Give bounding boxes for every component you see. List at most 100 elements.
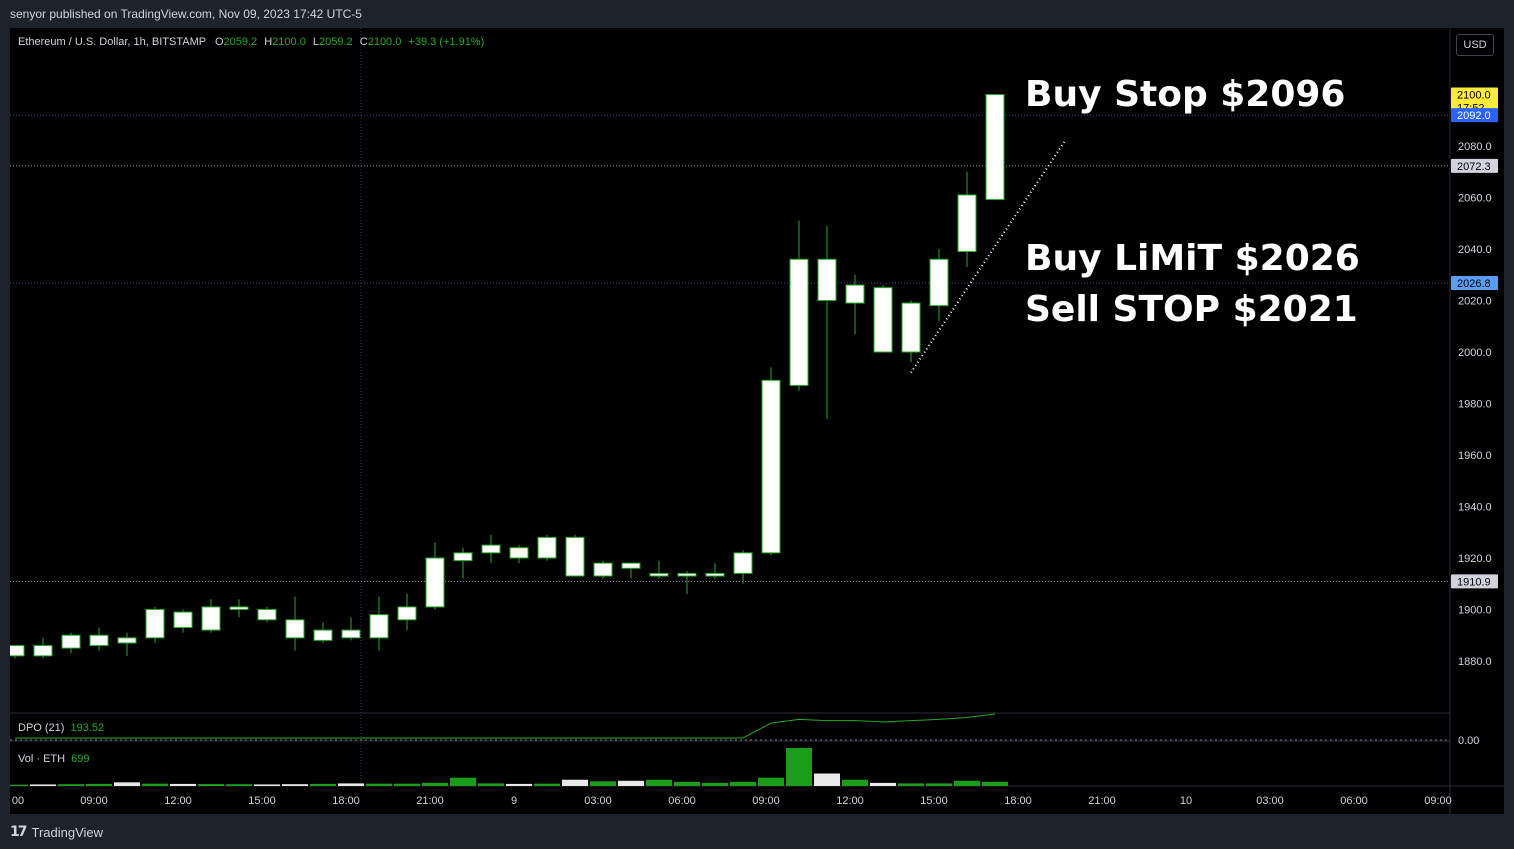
change-value: +39.3 (+1.91%) bbox=[408, 36, 485, 48]
tradingview-logo-icon[interactable]: 17 bbox=[10, 824, 28, 840]
volume-bar bbox=[30, 784, 56, 786]
x-tick-label: 09:00 bbox=[80, 795, 108, 807]
dpo-legend[interactable]: DPO (21) 193.52 bbox=[18, 722, 104, 734]
candle bbox=[369, 614, 389, 639]
candle bbox=[873, 287, 893, 353]
volume-bar bbox=[338, 783, 364, 786]
dpo-label[interactable]: DPO (21) bbox=[18, 722, 65, 734]
volume-bar bbox=[422, 782, 448, 786]
volume-bar bbox=[674, 781, 700, 786]
price-badge-label: 2092.0 bbox=[1457, 110, 1491, 122]
open-label: O bbox=[214, 36, 224, 48]
candle bbox=[593, 562, 613, 577]
volume-bar bbox=[898, 783, 924, 786]
candle bbox=[957, 194, 977, 253]
candle bbox=[61, 634, 81, 649]
volume-bar bbox=[254, 784, 280, 786]
candle bbox=[33, 645, 53, 657]
sell-stop-annotation[interactable]: Sell STOP $2021 bbox=[1025, 289, 1358, 330]
x-tick-label: 12:00 bbox=[836, 795, 864, 807]
price-badge bbox=[1451, 108, 1498, 123]
volume-bar bbox=[842, 779, 868, 786]
brand-name[interactable]: TradingView bbox=[31, 824, 104, 840]
chart-area[interactable]: 0.00 1880.0 1900.0 1920.0 1940.0 1960.0 1980.… bbox=[10, 28, 1504, 814]
symbol-title[interactable]: Ethereum / U.S. Dollar, 1h, BITSTAMP bbox=[18, 36, 206, 48]
published-text: senyor published on TradingView.com, Nov… bbox=[10, 7, 362, 21]
candle bbox=[425, 557, 445, 608]
candle bbox=[649, 572, 669, 577]
volume-bar bbox=[926, 783, 952, 786]
volume-bar bbox=[814, 773, 840, 786]
candle bbox=[901, 302, 921, 353]
volume-bar bbox=[394, 783, 420, 786]
price-badge bbox=[1451, 158, 1498, 173]
volume-legend[interactable]: Vol · ETH 699 bbox=[18, 753, 89, 765]
candle bbox=[705, 572, 725, 577]
volume-bar bbox=[10, 784, 28, 786]
y-tick-label: 2020.0 bbox=[1458, 296, 1492, 308]
candle bbox=[537, 536, 557, 559]
buy-stop-annotation[interactable]: Buy Stop $2096 bbox=[1025, 74, 1346, 115]
candle bbox=[985, 94, 1005, 201]
volume-bar bbox=[618, 780, 644, 786]
price-badge bbox=[1451, 275, 1498, 290]
x-tick-label: 06:00 bbox=[1340, 795, 1368, 807]
candle bbox=[621, 562, 641, 569]
volume-bar bbox=[786, 748, 812, 786]
candle bbox=[285, 619, 305, 639]
candle bbox=[509, 547, 529, 559]
dpo-zero-label: 0.00 bbox=[1458, 735, 1479, 747]
volume-bar bbox=[982, 781, 1008, 786]
volume-bar bbox=[534, 783, 560, 786]
dpo-pane[interactable]: 0.00 bbox=[10, 713, 1479, 747]
volume-bar bbox=[646, 779, 672, 786]
candle bbox=[145, 609, 165, 639]
price-lines-layer bbox=[10, 114, 1450, 582]
y-tick-label: 1940.0 bbox=[1458, 502, 1492, 514]
volume-bar bbox=[226, 784, 252, 786]
volume-bar bbox=[702, 782, 728, 786]
volume-bar bbox=[366, 783, 392, 786]
candle bbox=[341, 629, 361, 639]
candle bbox=[929, 258, 949, 307]
y-tick-label: 2060.0 bbox=[1458, 193, 1492, 205]
price-badge-label: 2026.8 bbox=[1457, 278, 1491, 290]
x-tick-label: 18:00 bbox=[1004, 795, 1032, 807]
x-tick-label: 00 bbox=[12, 795, 24, 807]
price-badge bbox=[1451, 574, 1498, 589]
x-tick-label: 03:00 bbox=[1256, 795, 1284, 807]
low-value: 2059.2 bbox=[319, 36, 353, 48]
candle bbox=[173, 611, 193, 629]
x-tick-label: 18:00 bbox=[332, 795, 360, 807]
candle bbox=[761, 379, 781, 554]
x-tick-label: 21:00 bbox=[1088, 795, 1116, 807]
x-tick-label: 09:00 bbox=[1424, 795, 1452, 807]
y-tick-label: 1900.0 bbox=[1458, 605, 1492, 617]
chart-svg[interactable]: 0.00 1880.0 1900.0 1920.0 1940.0 1960.0 1980.… bbox=[10, 28, 1504, 814]
volume-bar bbox=[954, 780, 980, 786]
candle bbox=[229, 606, 249, 610]
volume-bar bbox=[198, 784, 224, 786]
candle bbox=[453, 552, 473, 562]
volume-label[interactable]: Vol · ETH bbox=[18, 753, 66, 765]
close-value: 2100.0 bbox=[367, 36, 402, 48]
volume-bar bbox=[450, 777, 476, 786]
y-tick-label: 2080.0 bbox=[1458, 141, 1492, 153]
published-header: senyor published on TradingView.com, Nov… bbox=[10, 0, 362, 28]
volume-bar bbox=[562, 779, 588, 786]
symbol-legend[interactable]: Ethereum / U.S. Dollar, 1h, BITSTAMP O 20… bbox=[18, 36, 484, 48]
axes-layer: 1880.0 1900.0 1920.0 1940.0 1960.0 1980.0 2000… bbox=[12, 141, 1492, 807]
volume-bar bbox=[310, 783, 336, 786]
candles-layer[interactable] bbox=[10, 94, 1005, 659]
currency-button[interactable]: USD bbox=[1456, 34, 1494, 56]
volume-bar bbox=[142, 783, 168, 786]
buy-limit-annotation[interactable]: Buy LiMiT $2026 bbox=[1025, 238, 1360, 279]
x-tick-label: 03:00 bbox=[584, 795, 612, 807]
y-tick-label: 2000.0 bbox=[1458, 347, 1492, 359]
candle bbox=[257, 609, 277, 621]
y-tick-label: 1980.0 bbox=[1458, 399, 1492, 411]
x-tick-label: 10 bbox=[1180, 795, 1192, 807]
volume-pane[interactable] bbox=[10, 748, 1008, 786]
close-label: C bbox=[359, 36, 368, 48]
